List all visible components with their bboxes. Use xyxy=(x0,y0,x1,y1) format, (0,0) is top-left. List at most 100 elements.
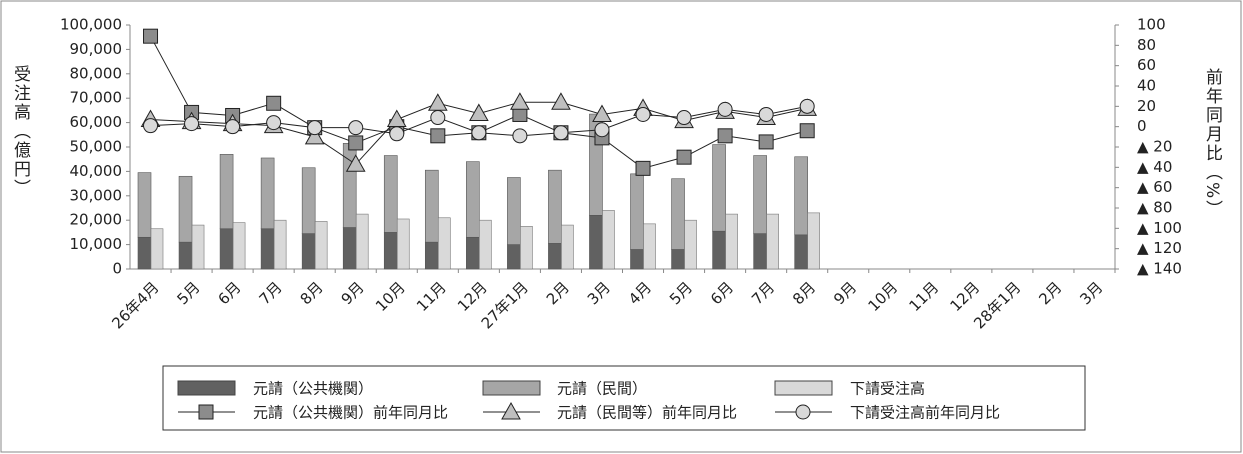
y2-tick-label: 40 xyxy=(1137,77,1156,95)
bar xyxy=(753,155,767,234)
y-tick-label: 40,000 xyxy=(70,162,123,180)
marker xyxy=(307,120,323,136)
marker xyxy=(468,103,489,121)
y-tick-label: 80,000 xyxy=(70,64,123,82)
legend-label: 元請（公共機関） xyxy=(253,380,373,398)
bar xyxy=(355,213,369,270)
marker xyxy=(799,123,815,139)
bar xyxy=(301,233,316,270)
y-tick-label: 10,000 xyxy=(70,235,123,253)
bar xyxy=(479,219,492,270)
y2-tick-label: 20 xyxy=(1137,97,1156,115)
bar xyxy=(602,210,615,270)
bar xyxy=(260,157,275,230)
marker xyxy=(430,110,446,126)
legend-swatch xyxy=(482,380,541,396)
bar xyxy=(630,249,644,270)
bar xyxy=(342,143,357,228)
bar xyxy=(684,219,697,270)
bar xyxy=(589,215,603,270)
legend-swatch xyxy=(177,380,236,396)
marker xyxy=(143,118,159,134)
bar xyxy=(383,155,398,233)
bar xyxy=(232,222,246,270)
marker xyxy=(512,128,528,144)
marker xyxy=(676,110,692,126)
y2-tick-label: ▲ 40 xyxy=(1137,158,1172,176)
marker xyxy=(345,154,366,172)
y-tick-label: 50,000 xyxy=(70,138,123,156)
bar xyxy=(342,227,357,270)
bar xyxy=(671,178,685,250)
y2-tick-label: ▲ 100 xyxy=(1137,219,1182,237)
marker xyxy=(635,160,651,176)
bar xyxy=(301,167,316,234)
bar xyxy=(671,249,685,270)
marker xyxy=(551,92,571,110)
bar xyxy=(437,217,451,270)
marker xyxy=(635,106,651,122)
bar xyxy=(712,144,726,232)
legend-label: 元請（民間） xyxy=(557,380,647,398)
y2-tick-label: ▲ 20 xyxy=(1137,138,1172,156)
y2-tick-label: 100 xyxy=(1137,16,1166,34)
marker xyxy=(553,125,569,141)
bar xyxy=(520,226,533,270)
bar xyxy=(548,169,562,244)
bar xyxy=(383,232,398,270)
marker xyxy=(758,106,774,122)
bar xyxy=(507,177,521,245)
y-tick-label: 70,000 xyxy=(70,89,123,107)
marker xyxy=(389,126,405,142)
legend xyxy=(162,365,1086,431)
bar xyxy=(466,236,480,270)
bar xyxy=(137,172,152,238)
y2-tick-label: 0 xyxy=(1137,117,1147,135)
marker xyxy=(225,119,241,135)
bar xyxy=(150,228,164,270)
marker xyxy=(304,126,325,145)
marker xyxy=(266,95,282,111)
y-axis-title: 受注高（億円） xyxy=(10,65,31,198)
legend-label: 下請受注高前年同月比 xyxy=(850,404,1000,422)
bar xyxy=(548,243,562,270)
bar xyxy=(561,224,574,270)
legend-label: 元請（公共機関）前年同月比 xyxy=(253,404,448,422)
bar xyxy=(219,228,234,270)
bar xyxy=(766,213,779,270)
y2-tick-label: ▲ 120 xyxy=(1137,239,1182,257)
bar xyxy=(630,173,644,250)
bar xyxy=(191,224,205,270)
legend-label: 下請受注高 xyxy=(850,380,925,398)
marker xyxy=(348,120,364,136)
y2-tick-label: ▲ 80 xyxy=(1137,199,1172,217)
bar xyxy=(753,233,767,270)
y2-tick-label: 60 xyxy=(1137,56,1156,74)
marker xyxy=(717,101,733,117)
marker xyxy=(717,128,733,144)
marker xyxy=(510,92,530,110)
y-tick-label: 0 xyxy=(112,260,122,278)
legend-marker xyxy=(795,404,811,420)
bar xyxy=(314,221,328,270)
y2-tick-label: 80 xyxy=(1137,36,1156,54)
bar xyxy=(137,236,152,270)
marker xyxy=(758,134,774,150)
marker xyxy=(266,115,282,131)
marker xyxy=(799,98,815,114)
y-tick-label: 20,000 xyxy=(70,211,123,229)
marker xyxy=(592,104,612,122)
y-tick-label: 30,000 xyxy=(70,186,123,204)
bar xyxy=(712,230,726,270)
marker xyxy=(676,149,692,165)
bar xyxy=(424,169,439,243)
bar xyxy=(725,213,738,270)
y2-axis-title: 前年同月比（%） xyxy=(1202,68,1223,219)
bar xyxy=(178,175,193,243)
bar xyxy=(273,219,287,270)
bar xyxy=(178,241,193,270)
bar xyxy=(643,223,656,270)
bar xyxy=(466,161,480,238)
legend-label: 元請（民間等）前年同月比 xyxy=(557,404,737,422)
marker xyxy=(143,28,159,44)
